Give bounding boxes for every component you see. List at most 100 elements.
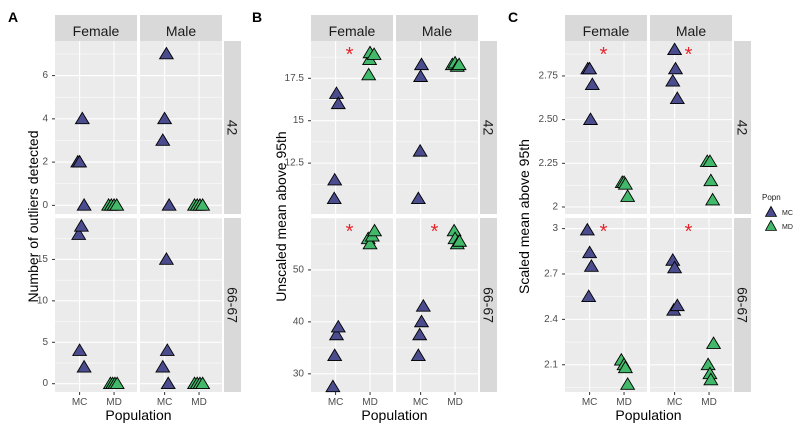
y-tick-label: 2: [552, 202, 558, 213]
legend-key-mc: [764, 205, 778, 217]
y-axis-title: Number of outliers detected: [25, 131, 41, 303]
facet-strip-row: [734, 41, 751, 214]
plot-panel: [396, 41, 478, 214]
y-tick-label: 10: [37, 295, 49, 306]
data-point-mc: [71, 227, 87, 240]
y-tick-label: 15: [293, 115, 305, 126]
x-tick-label: MC: [413, 397, 429, 408]
data-point-md: [703, 173, 719, 187]
y-axis-title: Scaled mean above 95th: [516, 139, 532, 294]
facet-label-male: Male: [166, 23, 197, 39]
y-tick-label: 3: [552, 223, 558, 234]
y-tick-label: 50: [293, 264, 305, 275]
significance-star: *: [685, 221, 693, 243]
panel-label: B: [252, 9, 262, 25]
significance-star: *: [600, 44, 608, 66]
facet-strip-col: [565, 15, 647, 41]
plot-panel: [311, 218, 393, 392]
y-axis-title: Unscaled mean above 95th: [273, 131, 289, 301]
plot-panel: [396, 218, 478, 392]
data-point-md: [109, 376, 125, 390]
x-tick-label: MD: [616, 397, 632, 408]
data-point-mc: [583, 259, 600, 272]
x-axis-title: Population: [105, 407, 171, 423]
data-point-mc: [71, 154, 88, 168]
significance-star: *: [346, 44, 354, 66]
facet-strip-col: [396, 15, 478, 41]
x-tick-label: MC: [582, 397, 598, 408]
data-point-mc: [159, 343, 175, 356]
data-point-mc: [666, 42, 683, 56]
x-axis-title: Population: [615, 407, 681, 423]
significance-star: *: [600, 221, 608, 243]
y-tick-label: 2.1: [544, 359, 558, 370]
data-point-mc: [158, 46, 175, 60]
y-tick-label: 17.5: [285, 73, 305, 84]
facet-label-row: 66-67: [735, 287, 751, 323]
data-point-md: [361, 67, 377, 81]
data-point-mc: [415, 298, 431, 312]
data-point-mc: [666, 260, 683, 274]
data-point-mc: [413, 57, 430, 71]
data-point-mc: [412, 69, 429, 82]
data-point-mc: [579, 222, 595, 236]
plot-panel: [565, 218, 647, 392]
panel-label: A: [8, 9, 18, 25]
facet-strip-col: [311, 15, 393, 41]
data-point-md: [195, 197, 211, 211]
data-point-md: [705, 192, 721, 206]
y-tick-label: 2: [42, 157, 48, 168]
x-tick-label: MD: [106, 397, 122, 408]
data-point-mc: [584, 77, 600, 91]
data-point-mc: [326, 191, 342, 205]
panel-label: C: [508, 9, 518, 25]
x-tick-label: MD: [447, 397, 463, 408]
y-tick-label: 2.7: [544, 268, 558, 279]
plot-panel: [311, 41, 393, 214]
legend-label-md: MD: [782, 224, 793, 231]
panel-b: B Female Male 42 66-67 12.5 15 17.5 30 40 50 MC MD MC…: [252, 9, 497, 423]
data-point-md: [620, 377, 636, 390]
y-tick-label: 4: [42, 113, 48, 124]
data-point-md: [620, 189, 636, 202]
data-point-mc: [581, 289, 597, 303]
plot-panel: [140, 218, 222, 392]
significance-star: *: [685, 44, 693, 66]
data-point-mc: [669, 298, 685, 312]
data-point-md: [451, 57, 467, 71]
data-point-md: [617, 176, 634, 190]
data-point-md: [195, 376, 211, 390]
facet-label-row: 42: [225, 120, 241, 136]
x-tick-label: MC: [157, 397, 173, 408]
plot-panel: [55, 41, 137, 214]
y-tick-label: 15: [37, 254, 49, 265]
data-point-mc: [71, 343, 88, 356]
facet-label-male: Male: [676, 23, 707, 39]
y-tick-label: 30: [293, 368, 305, 379]
data-point-md: [702, 154, 718, 167]
plot-panel: [55, 218, 137, 392]
x-tick-label: MD: [191, 397, 207, 408]
panel-c: C Female Male 42 66-67 2 2.25 2.50 2.75 2.1 2.4 2.7…: [508, 9, 751, 423]
y-tick-label: 5: [42, 337, 48, 348]
data-point-mc: [581, 61, 598, 75]
facet-label-female: Female: [583, 23, 630, 39]
y-tick-label: 6: [42, 70, 48, 81]
x-tick-label: MC: [72, 397, 88, 408]
x-tick-label: MC: [667, 397, 683, 408]
plot-panel: [650, 218, 732, 392]
data-point-mc: [73, 218, 90, 232]
plot-panel: [650, 41, 732, 214]
data-point-md: [366, 223, 383, 237]
facet-strip-row: [224, 41, 241, 214]
y-tick-label: 40: [293, 316, 305, 327]
x-tick-label: MD: [701, 397, 717, 408]
data-point-mc: [665, 73, 681, 87]
data-point-mc: [155, 133, 171, 146]
data-point-mc: [328, 327, 345, 341]
y-tick-label: 12.5: [285, 158, 305, 169]
data-point-mc: [412, 143, 428, 157]
